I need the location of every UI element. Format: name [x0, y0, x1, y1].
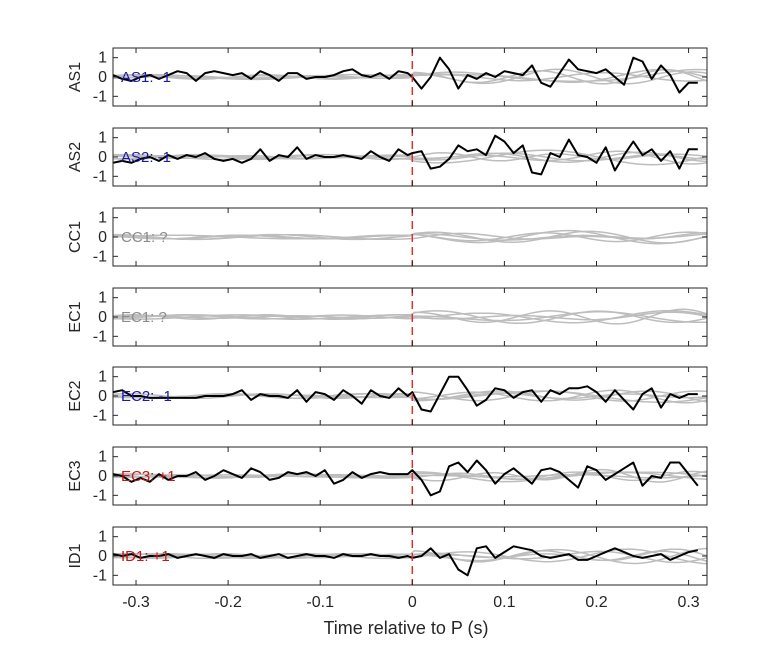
y-tick-label: 0: [98, 548, 107, 565]
trace-line-ec2: [113, 375, 698, 413]
x-tick-label: 0.1: [493, 594, 515, 611]
background-trace: [113, 392, 707, 401]
trace-line-id1: [113, 545, 699, 577]
panels-layer: 1 0 -1 AS1 AS1: -1 1 0 -1 AS2 AS2: -1 1 0 -1 CC1 CC1: …: [67, 47, 708, 586]
x-tick-label: 0.3: [677, 594, 699, 611]
polarity-annotation-ec2: EC2: -1: [121, 388, 172, 405]
polarity-annotation-as1: AS1: -1: [121, 69, 171, 86]
y-tick-label: 1: [98, 50, 107, 67]
polarity-annotation-as2: AS2: -1: [121, 149, 171, 166]
background-trace: [113, 470, 707, 482]
panel-plot-area: [113, 128, 707, 186]
y-tick-label: 0: [98, 229, 107, 246]
panel-ec3: 1 0 -1 EC3 EC3: +1: [67, 446, 708, 506]
y-tick-label: -1: [93, 248, 107, 265]
background-trace: [113, 71, 707, 82]
panel-ec1: 1 0 -1 EC1 EC1: ?: [67, 287, 708, 347]
y-tick-label: 0: [98, 468, 107, 485]
station-label-ec2: EC2: [67, 380, 84, 411]
background-trace: [113, 310, 707, 325]
trace-line-ec3: [113, 459, 699, 497]
y-tick-label: 0: [98, 309, 107, 326]
station-label-as2: AS2: [67, 142, 84, 172]
y-tick-label: 1: [98, 210, 107, 227]
station-label-id1: ID1: [67, 543, 84, 568]
y-tick-label: -1: [93, 567, 107, 584]
panel-as1: 1 0 -1 AS1 AS1: -1: [67, 47, 708, 107]
station-label-ec1: EC1: [67, 301, 84, 332]
y-tick-label: 0: [98, 149, 107, 166]
panel-plot-area: [113, 288, 707, 346]
background-trace: [113, 231, 707, 241]
x-tick-label: -0.1: [306, 594, 334, 611]
trace-line-as1: [113, 56, 698, 94]
x-tick-label: 0: [408, 594, 417, 611]
y-tick-label: -1: [93, 88, 107, 105]
y-tick-label: -1: [93, 168, 107, 185]
panel-plot-area: [113, 527, 707, 585]
y-tick-label: -1: [93, 407, 107, 424]
background-trace: [113, 68, 707, 85]
x-tick-label: -0.2: [214, 594, 242, 611]
panel-cc1: 1 0 -1 CC1 CC1: ?: [67, 207, 708, 267]
polarity-annotation-ec1: EC1: ?: [121, 309, 167, 326]
polarity-annotation-cc1: CC1: ?: [121, 229, 168, 246]
panel-plot-area: [113, 447, 707, 505]
panel-plot-area: [113, 367, 707, 425]
y-tick-label: 0: [98, 69, 107, 86]
station-label-ec3: EC3: [67, 460, 84, 491]
polarity-annotation-id1: ID1: +1: [121, 548, 170, 565]
trace-line-as2: [113, 134, 698, 176]
panel-as2: 1 0 -1 AS2 AS2: -1: [67, 127, 708, 187]
station-label-as1: AS1: [67, 62, 84, 92]
y-tick-label: 1: [98, 290, 107, 307]
panel-id1: 1 0 -1 ID1 ID1: +1: [67, 526, 708, 586]
panel-plot-area: [113, 48, 707, 106]
y-tick-label: 1: [98, 449, 107, 466]
y-tick-label: -1: [93, 487, 107, 504]
x-tick-label: 0.2: [585, 594, 607, 611]
panel-ec2: 1 0 -1 EC2 EC2: -1: [67, 366, 708, 426]
x-tick-label: -0.3: [122, 594, 150, 611]
y-tick-label: 0: [98, 388, 107, 405]
x-axis-label: Time relative to P (s): [323, 618, 488, 638]
y-tick-label: 1: [98, 529, 107, 546]
station-label-cc1: CC1: [67, 221, 84, 253]
polarity-annotation-ec3: EC3: +1: [121, 468, 176, 485]
y-tick-label: -1: [93, 328, 107, 345]
shared-x-axis: -0.3 -0.2 -0.1 0 0.1 0.2 0.3: [122, 594, 700, 611]
y-tick-label: 1: [98, 369, 107, 386]
y-tick-label: 1: [98, 130, 107, 147]
background-trace: [113, 473, 707, 479]
panel-plot-area: [113, 208, 707, 266]
background-trace: [113, 229, 707, 245]
